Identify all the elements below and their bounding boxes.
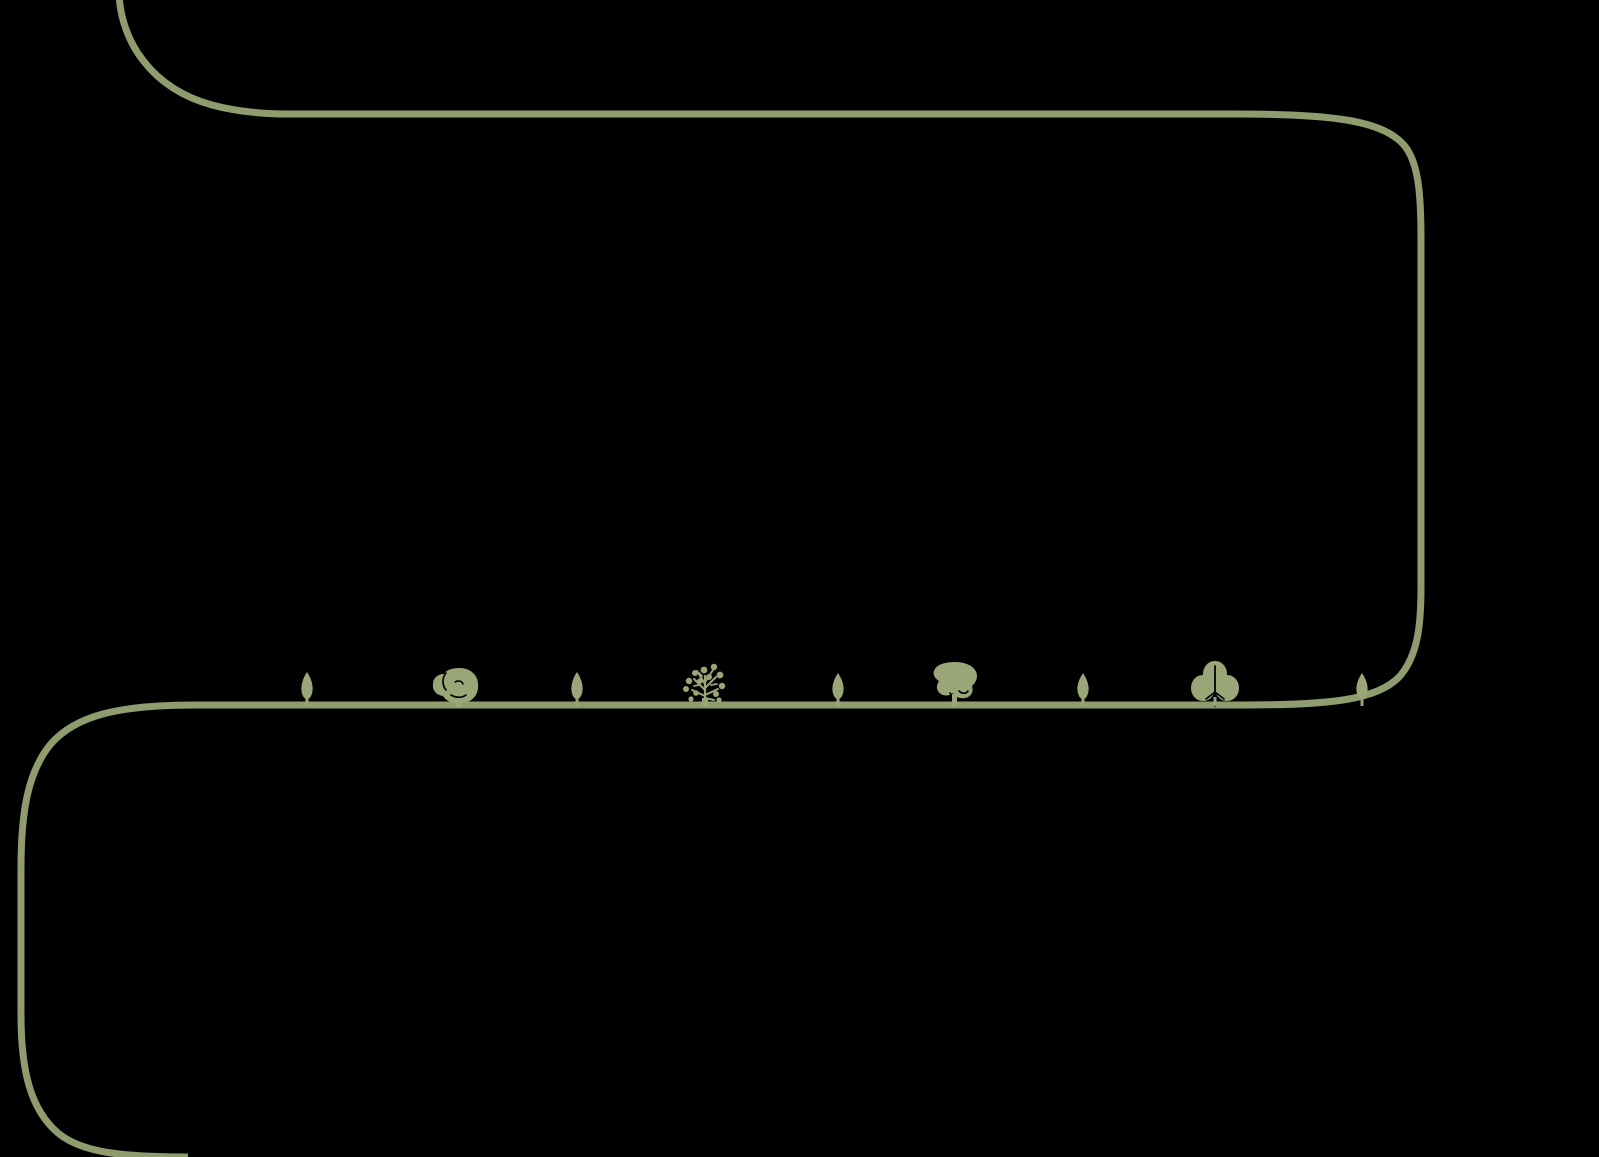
- berry: [710, 663, 718, 671]
- tree-trunk: [1081, 694, 1085, 706]
- berry: [685, 677, 693, 685]
- tree-cloud-canopy-outlined-2: [432, 668, 479, 707]
- berry: [718, 682, 726, 690]
- berry: [697, 678, 703, 684]
- tree-canopy: [933, 662, 977, 699]
- tree-trunk: [702, 698, 708, 706]
- tree-branching-berry-shrub-4: [683, 663, 726, 706]
- tree-poplar-small-3: [571, 672, 583, 706]
- tree-clover-canopy-8: [1191, 661, 1239, 707]
- tree-trunk: [1360, 694, 1364, 706]
- tree-canopy: [1077, 673, 1089, 699]
- tree-trunk: [575, 694, 579, 706]
- tree-stem-branch-right: [1214, 691, 1225, 700]
- tree-branch-fine: [693, 672, 718, 687]
- tree-trunk: [456, 699, 462, 707]
- tree-canopy: [301, 672, 313, 699]
- tree-trunk: [836, 694, 840, 706]
- tree-canopy: [832, 673, 844, 699]
- berry: [706, 674, 712, 680]
- tree-stem-branch-left: [1205, 691, 1216, 700]
- tree-broad-oak-6: [933, 662, 977, 706]
- tree-canopy-lobe-line-b: [450, 694, 467, 699]
- tree-canopy-detail-line: [958, 690, 969, 695]
- berry: [700, 666, 708, 674]
- tree-poplar-small-7: [1077, 673, 1089, 706]
- tree-poplar-small-5: [832, 673, 844, 706]
- berry: [688, 696, 694, 702]
- berry: [692, 670, 698, 676]
- tree-trunk: [305, 694, 309, 706]
- tree-trunk: [952, 694, 957, 706]
- berry: [713, 691, 719, 697]
- berry: [716, 697, 722, 703]
- berry: [683, 686, 689, 692]
- tree-canopy: [1356, 673, 1368, 699]
- berry: [716, 671, 724, 679]
- tree-canopy: [571, 672, 583, 699]
- tree-canopy-lobe-line-a: [442, 672, 447, 691]
- winding-path-line: [17, 0, 1425, 1157]
- tree-canopy-left-lobe: [1191, 675, 1215, 701]
- tree-trunk: [1213, 697, 1217, 706]
- tree-berries: [683, 663, 726, 703]
- tree-canopy-lobe-line-c: [454, 680, 464, 685]
- tree-canopy-right-lobe: [1215, 675, 1239, 701]
- tree-poplar-small-9: [1356, 673, 1368, 706]
- tree-poplar-small-1: [301, 672, 313, 706]
- berry: [693, 690, 699, 696]
